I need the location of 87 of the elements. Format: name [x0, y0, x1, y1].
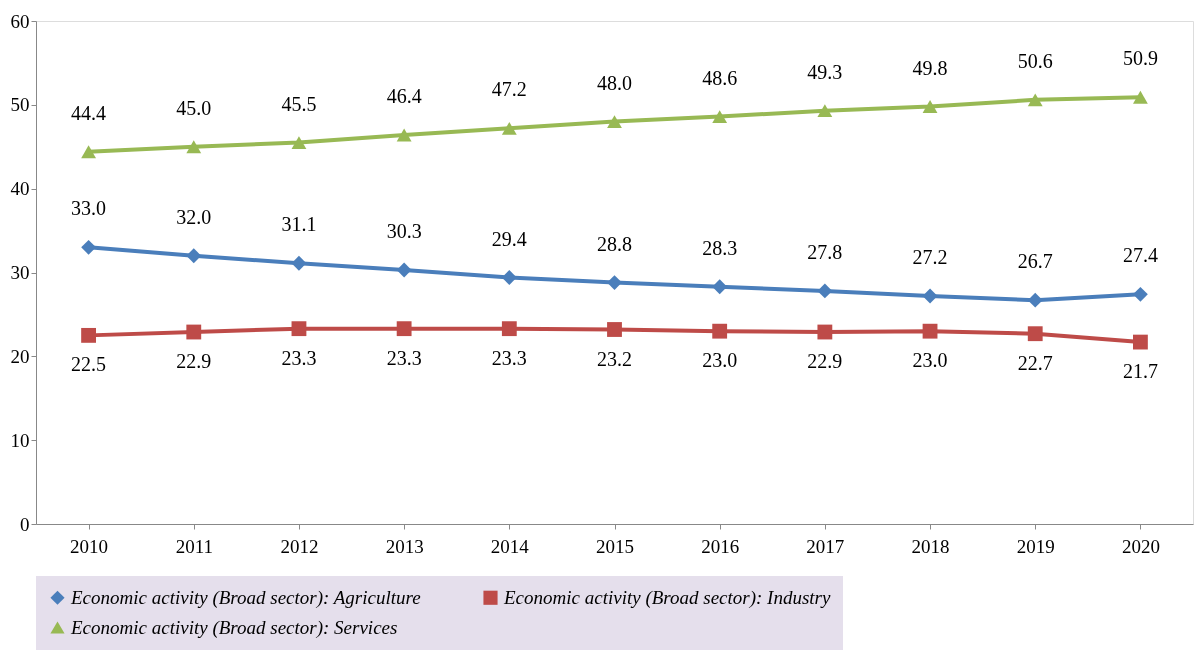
point — [291, 321, 307, 337]
y-tick-label: 10 — [10, 429, 30, 451]
point — [712, 279, 728, 295]
data-label: 47.2 — [491, 78, 527, 101]
point — [922, 323, 938, 339]
point — [186, 324, 202, 340]
data-label: 23.3 — [386, 346, 422, 369]
point — [607, 275, 622, 290]
point — [1132, 334, 1148, 350]
data-label: 22.5 — [71, 353, 107, 376]
x-tick-label: 2012 — [280, 535, 319, 557]
legend-label: Economic activity (Broad sector): Industry — [503, 586, 831, 609]
point — [817, 104, 833, 118]
data-label: 27.2 — [912, 245, 948, 268]
x-tick-label: 2016 — [701, 535, 740, 557]
point — [396, 128, 412, 142]
data-label: 23.2 — [597, 347, 632, 370]
y-tick-label: 20 — [10, 345, 30, 367]
point — [186, 140, 202, 154]
point — [81, 327, 97, 343]
data-label: 23.3 — [491, 346, 527, 369]
point — [186, 248, 202, 264]
data-label: 49.3 — [807, 60, 843, 83]
data-label: 31.1 — [281, 213, 317, 236]
data-label: 22.7 — [1017, 351, 1053, 374]
point — [1132, 286, 1148, 302]
data-label: 44.4 — [71, 101, 107, 124]
x-tick-label: 2010 — [70, 535, 109, 557]
data-label: 49.8 — [912, 56, 948, 79]
data-label: 23.3 — [281, 346, 317, 369]
data-label: 27.8 — [807, 240, 843, 263]
data-label: 29.4 — [491, 227, 527, 250]
point — [1132, 90, 1148, 104]
y-tick-label: 30 — [10, 262, 30, 283]
data-label: 50.6 — [1017, 49, 1053, 72]
x-tick-label: 2019 — [1016, 535, 1055, 557]
data-label: 33.0 — [71, 197, 107, 220]
data-label: 32.0 — [176, 205, 212, 228]
data-label: 21.7 — [1122, 360, 1158, 383]
data-label: 48.0 — [597, 71, 632, 94]
data-label: 28.3 — [702, 236, 738, 259]
data-label: 28.8 — [597, 232, 632, 255]
y-tick-label: 50 — [10, 94, 30, 116]
data-label: 45.5 — [281, 92, 317, 115]
data-label: 50.9 — [1122, 47, 1158, 70]
point — [81, 239, 97, 255]
point — [607, 322, 622, 337]
data-label: 46.4 — [386, 85, 422, 108]
point — [1027, 93, 1043, 107]
point — [291, 136, 307, 149]
data-label: 30.3 — [386, 219, 422, 242]
point — [607, 115, 622, 129]
point — [1027, 326, 1043, 342]
point — [396, 262, 412, 278]
x-tick-label: 2020 — [1121, 535, 1160, 557]
data-label: 22.9 — [176, 350, 212, 373]
point — [922, 100, 938, 113]
legend-label: Economic activity (Broad sector): Services — [70, 616, 398, 639]
data-label: 23.0 — [702, 349, 738, 372]
data-label: 48.6 — [702, 66, 738, 89]
point — [922, 288, 938, 304]
x-tick-label: 2017 — [806, 535, 845, 557]
point — [81, 145, 97, 159]
point — [501, 121, 517, 135]
data-label: 27.4 — [1122, 244, 1158, 267]
x-tick-label: 2015 — [596, 535, 634, 557]
point — [501, 321, 517, 337]
y-tick-label: 40 — [10, 178, 30, 200]
y-tick-label: 0 — [20, 513, 30, 535]
x-tick-label: 2013 — [385, 535, 424, 557]
data-label: 23.0 — [912, 349, 948, 372]
point — [291, 255, 307, 271]
point — [712, 323, 728, 339]
point — [396, 321, 412, 337]
data-label: 26.7 — [1017, 250, 1053, 273]
x-tick-label: 2018 — [911, 535, 950, 557]
legend-label: Economic activity (Broad sector): Agriculture — [70, 586, 421, 609]
point — [501, 270, 517, 285]
data-label: 45.0 — [176, 96, 212, 119]
point — [712, 110, 728, 123]
x-tick-label: 2014 — [490, 535, 530, 557]
point — [1027, 292, 1043, 308]
point — [817, 283, 833, 299]
x-tick-label: 2011 — [175, 535, 213, 557]
point — [817, 324, 833, 340]
data-label: 22.9 — [807, 350, 843, 373]
y-tick-label: 60 — [10, 10, 30, 32]
